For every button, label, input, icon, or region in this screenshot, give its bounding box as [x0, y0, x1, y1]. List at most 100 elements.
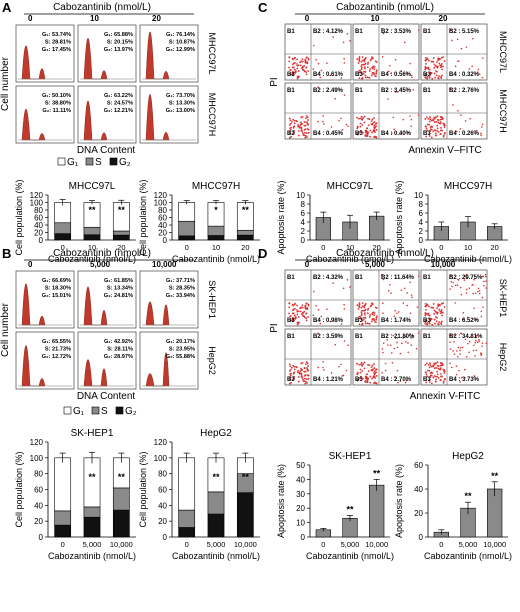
- flow-dot: [402, 118, 405, 121]
- flow-dot: [312, 68, 315, 71]
- flow-dot: [438, 321, 440, 324]
- flow-dot: [452, 104, 454, 106]
- flow-dot: [330, 126, 333, 128]
- flow-dot: [440, 76, 442, 78]
- flow-dot: [363, 306, 366, 309]
- flow-dot: [371, 66, 374, 69]
- flow-dot: [481, 123, 484, 126]
- flow-dot: [438, 368, 441, 371]
- flow-dot: [439, 116, 442, 118]
- flow-dot: [440, 129, 442, 132]
- flow-dot: [410, 74, 413, 77]
- flow-dot: [305, 312, 308, 315]
- phase-percentage: G₁: 63.22%: [104, 93, 133, 99]
- flow-dot: [293, 303, 296, 306]
- y-tick-label: 20: [158, 229, 167, 238]
- panel-label: C: [258, 0, 268, 15]
- flow-dot: [292, 372, 295, 375]
- flow-dot: [433, 121, 436, 124]
- flow-dot: [356, 371, 359, 374]
- bar-segment-s: [112, 487, 130, 511]
- flow-dot: [389, 344, 392, 347]
- flow-dot: [417, 332, 420, 334]
- flow-dot: [425, 135, 428, 138]
- flow-dot: [300, 306, 302, 309]
- flow-dot: [428, 314, 431, 317]
- flow-dot: [297, 380, 300, 383]
- quadrant-label: B2 : 11.64%: [381, 275, 415, 281]
- flow-dot: [299, 370, 302, 373]
- flow-dot: [322, 361, 324, 363]
- phase-percentage: S: 13.34%: [107, 286, 133, 292]
- flow-plot-frame: [352, 269, 420, 327]
- flow-dot: [474, 292, 477, 295]
- flow-dot: [428, 369, 431, 372]
- flow-dot: [435, 74, 438, 77]
- flow-dot: [382, 278, 385, 281]
- flow-dot: [424, 312, 427, 314]
- flow-dot: [374, 372, 377, 375]
- flow-dot: [439, 64, 442, 67]
- flow-dot: [432, 303, 435, 305]
- flow-dot: [302, 134, 305, 137]
- x-tick-label: 5,000: [83, 540, 102, 549]
- flow-dot: [289, 124, 291, 126]
- flow-dot: [430, 365, 433, 368]
- flow-dot: [297, 130, 300, 132]
- flow-dot: [460, 332, 463, 335]
- flow-dot: [477, 290, 479, 293]
- flow-dot: [305, 319, 308, 322]
- flow-plot-frame: [352, 82, 420, 140]
- flow-dot: [360, 115, 363, 118]
- x-tick-label: 10: [88, 243, 96, 252]
- flow-dot: [356, 58, 359, 61]
- flow-dot: [449, 28, 452, 31]
- flow-dot: [407, 131, 410, 134]
- flow-dot: [366, 312, 369, 315]
- flow-dot: [289, 374, 292, 377]
- flow-dot: [307, 378, 310, 380]
- flow-dot: [305, 378, 308, 380]
- flow-dot: [360, 129, 362, 132]
- y-tick-label: 4: [301, 218, 306, 227]
- flow-dot: [409, 281, 411, 284]
- flow-dot: [305, 132, 308, 134]
- flow-dot: [438, 308, 441, 311]
- quadrant-label: B3: [287, 72, 295, 78]
- x-tick-label: 10: [464, 243, 472, 252]
- flow-dot: [410, 294, 413, 296]
- quadrant-label: B4 : 1.21%: [313, 377, 344, 383]
- y-axis-label: Apoptosis rate (%): [394, 180, 404, 254]
- flow-dot: [469, 117, 471, 120]
- flow-dot: [472, 292, 474, 295]
- flow-dot: [426, 369, 429, 372]
- flow-dot: [364, 302, 367, 305]
- y-tick-label: 0: [163, 236, 168, 245]
- flow-dot: [478, 339, 480, 341]
- flow-dot: [300, 67, 303, 70]
- flow-dot: [460, 293, 463, 296]
- flow-dot: [477, 71, 479, 73]
- flow-dot: [334, 97, 337, 100]
- flow-dot: [317, 62, 320, 65]
- flow-dot: [425, 127, 428, 130]
- flow-dot: [358, 117, 360, 120]
- flow-dot: [375, 129, 378, 131]
- flow-dot: [304, 307, 307, 310]
- flow-dot: [436, 311, 439, 314]
- quadrant-label: B1: [355, 29, 363, 35]
- flow-dot: [481, 342, 484, 345]
- flow-dot: [434, 380, 437, 383]
- flow-dot: [425, 62, 427, 65]
- flow-dot: [360, 375, 362, 378]
- flow-dot: [289, 127, 292, 130]
- flow-dot: [449, 288, 451, 290]
- significance-mark: **: [118, 205, 126, 215]
- flow-dot: [364, 74, 367, 77]
- flow-dot: [288, 378, 291, 381]
- flow-dot: [302, 132, 304, 135]
- flow-dot: [364, 320, 367, 323]
- concentration-label: 10: [90, 14, 99, 23]
- y-axis-label: Cell population (%): [14, 451, 24, 527]
- flow-dot: [431, 323, 434, 326]
